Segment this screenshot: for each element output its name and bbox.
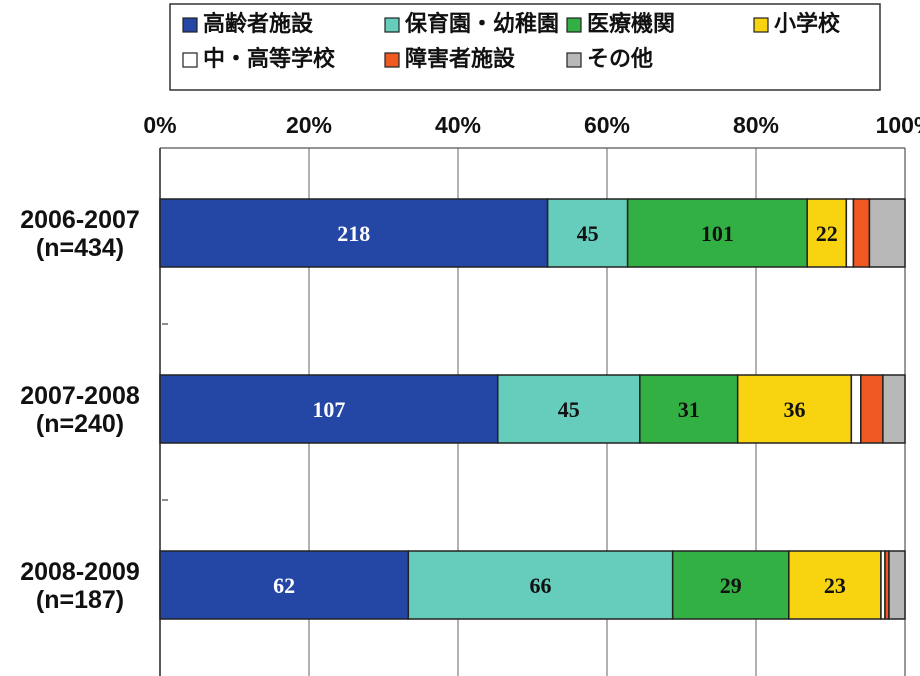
x-tick-label: 20% [286, 112, 332, 138]
x-tick-label: 0% [143, 112, 176, 138]
data-label: 62 [273, 573, 295, 598]
bar-segment [860, 374, 884, 444]
bar-segment [788, 550, 882, 620]
bar-segment [546, 198, 629, 268]
data-label: 45 [558, 397, 580, 422]
x-tick-label: 100% [876, 112, 920, 138]
category-label: (n=187) [36, 586, 124, 614]
legend-label: 小学校 [774, 11, 841, 37]
bar-segment [845, 198, 855, 268]
bar-segment [888, 550, 906, 620]
bar-segment [806, 198, 848, 268]
bar-segment [159, 374, 499, 444]
legend-swatch [566, 17, 582, 33]
bar-segment [852, 198, 871, 268]
bar-segment [497, 374, 641, 444]
category-label: 2008-2009 [20, 558, 140, 586]
bar-segment [882, 374, 906, 444]
data-label: 22 [816, 221, 838, 246]
bar-segment [407, 550, 674, 620]
legend-swatch [384, 17, 400, 33]
legend-swatch [182, 52, 198, 68]
bars: 218 45 101 22 107 45 31 36 62 66 29 23 [159, 198, 906, 620]
data-label: 218 [337, 221, 370, 246]
data-label: 36 [784, 397, 806, 422]
data-label: 101 [701, 221, 734, 246]
legend-label: 障害者施設 [405, 46, 516, 72]
category-label: 2007-2008 [20, 382, 140, 410]
bar-segment [626, 198, 808, 268]
bar-segment [736, 374, 853, 444]
bar-segment [868, 198, 906, 268]
data-label: 31 [678, 397, 700, 422]
data-label: 23 [824, 573, 846, 598]
x-tick-label: 40% [435, 112, 481, 138]
category-labels: 2006-2007(n=434) 2007-2008(n=240) 2008-200… [20, 206, 140, 614]
legend-label: 医療機関 [587, 11, 675, 37]
legend-swatch [566, 52, 582, 68]
x-tick-label: 80% [733, 112, 779, 138]
bar-segment [159, 550, 410, 620]
x-axis-ticks: 0% 20% 40% 60% 80% 100% [143, 112, 920, 138]
legend-label: 保育園・幼稚園 [404, 11, 559, 37]
category-label: (n=240) [36, 410, 124, 438]
legend-swatch [753, 17, 769, 33]
category-label: (n=434) [36, 234, 124, 262]
data-label: 66 [530, 573, 552, 598]
bar-segment [850, 374, 862, 444]
bar-segment [159, 198, 549, 268]
x-tick-label: 60% [584, 112, 630, 138]
data-label: 107 [312, 397, 345, 422]
category-label: 2006-2007 [20, 206, 140, 234]
legend-label: 中・高等学校 [203, 46, 336, 72]
bar-segment [639, 374, 739, 444]
data-label: 45 [577, 221, 599, 246]
legend-label: 高齢者施設 [203, 11, 314, 37]
data-label: 29 [720, 573, 742, 598]
legend-swatch [182, 17, 198, 33]
legend-label: その他 [587, 47, 653, 72]
legend-swatch [384, 52, 400, 68]
